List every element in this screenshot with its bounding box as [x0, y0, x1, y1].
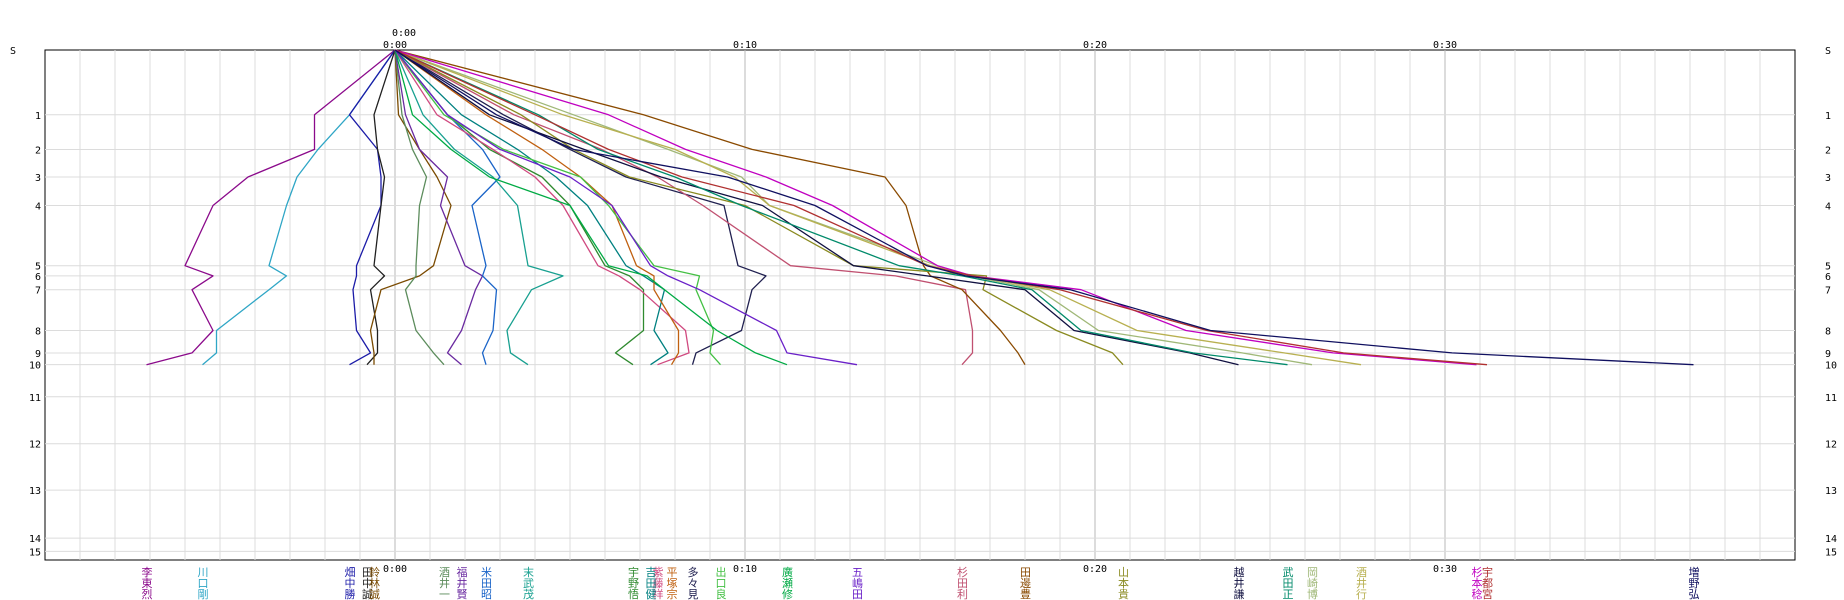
x-tick-label-top: 0:20 [1083, 40, 1107, 51]
series-label: 杉本稔 [1470, 565, 1483, 600]
y-tick-label-right: 10 [1825, 361, 1837, 372]
series-line [394, 49, 690, 366]
series-line [394, 49, 788, 366]
y-tick-label-left: 4 [35, 202, 41, 213]
series-line [394, 49, 680, 366]
x-tick-label-top: 0:30 [1433, 40, 1457, 51]
series-line [394, 49, 1488, 366]
x-tick-label-bottom: 0:30 [1433, 564, 1457, 575]
y-tick-label-left: 3 [35, 173, 41, 184]
series-label: 畑中勝 [343, 566, 356, 600]
series-line [394, 49, 564, 366]
y-tick-label-right: 7 [1825, 286, 1831, 297]
series-label: 出口良 [714, 565, 727, 600]
y-tick-label-right: 11 [1825, 393, 1837, 404]
x-axis-top-label: 0:00 [392, 28, 416, 39]
series-label: 岡崎博 [1306, 567, 1319, 600]
series-label: 宇都宮 [1481, 566, 1494, 600]
y-tick-label-right: 8 [1825, 327, 1831, 338]
y-tick-label-left: 6 [35, 272, 41, 283]
y-axis-start-label-left: S [10, 46, 16, 57]
series-label: 吉田健 [644, 566, 657, 599]
series-line [394, 49, 1026, 366]
y-tick-label-left: 10 [29, 361, 41, 372]
series-label: 米田昭 [480, 566, 493, 600]
series-line [394, 49, 1362, 366]
series-label: 杉田利 [956, 565, 969, 599]
series-line [366, 49, 396, 366]
series-label: 李東烈 [140, 565, 153, 600]
y-tick-label-left: 8 [35, 327, 41, 338]
series-line [202, 49, 396, 366]
series-line [348, 49, 396, 366]
series-label: 田中誠 [361, 567, 374, 600]
series-label: 武田正 [1281, 566, 1294, 599]
series-line [394, 49, 501, 365]
y-tick-label-right: 14 [1825, 534, 1837, 545]
series-line [394, 49, 1239, 366]
series-line [394, 49, 1313, 366]
series-line [394, 49, 1288, 366]
x-tick-label-top: 0:10 [733, 40, 757, 51]
y-tick-label-left: 14 [29, 534, 41, 545]
y-tick-label-left: 11 [29, 393, 41, 404]
y-tick-label-right: 15 [1825, 547, 1837, 558]
series-label: 福井賢 [455, 565, 468, 600]
y-tick-label-left: 12 [29, 440, 41, 451]
y-tick-label-right: 2 [1825, 145, 1831, 156]
series-label: 田邊豊 [1019, 567, 1032, 600]
series-line [394, 49, 645, 366]
legend-names: 李東烈 川口剛 畑中勝 田中誠鈴林誠 酒井一 福井賢 米田昭 末武茂 宇野悟 紫藤祥吉田健 平塚宗多… [140, 565, 1700, 600]
series-label: 宇野悟 [627, 566, 640, 600]
y-tick-label-right: 3 [1825, 173, 1831, 184]
y-tick-label-left: 5 [35, 262, 41, 273]
series-label: 多々見 [686, 565, 699, 599]
grid [45, 50, 1795, 560]
series-line [394, 49, 445, 366]
x-tick-label-top: 0:00 [383, 40, 407, 51]
series-label: 平塚宗 [665, 567, 678, 600]
series-label: 酒井行 [1355, 566, 1368, 600]
x-tick-label-bottom: 0:20 [1083, 564, 1107, 575]
series-line [146, 49, 396, 366]
y-tick-label-right: 4 [1825, 202, 1831, 213]
series-lines [146, 49, 1694, 366]
series-line [394, 49, 484, 366]
series-line [394, 49, 974, 366]
series-line [394, 49, 1124, 366]
y-tick-label-right: 6 [1825, 272, 1831, 283]
series-label: 鈴林誠 [368, 565, 381, 600]
series-line [394, 49, 858, 366]
y-tick-label-right: 9 [1825, 349, 1831, 360]
series-label: 五嶋田 [851, 567, 864, 600]
y-axis-start-label-right: S [1825, 46, 1831, 57]
series-label: 増野弘 [1687, 566, 1700, 599]
y-tick-label-right: 13 [1825, 486, 1837, 497]
series-line [369, 49, 452, 365]
y-tick-label-left: 2 [35, 145, 41, 156]
series-line [394, 49, 1477, 366]
series-label: 川口剛 [196, 567, 209, 600]
series-label: 越井謙 [1232, 565, 1245, 600]
series-line [394, 49, 669, 366]
series-label: 紫藤祥 [651, 566, 664, 599]
series-label: 廣瀬修 [781, 565, 794, 600]
y-tick-label-right: 5 [1825, 262, 1831, 273]
series-label: 末武茂 [522, 565, 535, 600]
y-tick-label-left: 9 [35, 349, 41, 360]
series-label: 山本貴 [1117, 566, 1130, 600]
y-tick-label-right: 1 [1825, 111, 1831, 122]
y-tick-label-right: 12 [1825, 440, 1837, 451]
series-label: 酒井一 [438, 566, 451, 599]
y-tick-label-left: 7 [35, 286, 41, 297]
x-axis: 0:00 0:00 0:10 0:10 0:20 0:20 0:30 0:30 [383, 40, 1457, 575]
y-tick-label-left: 15 [29, 547, 41, 558]
y-tick-label-left: 1 [35, 111, 41, 122]
x-tick-label-bottom: 0:00 [383, 564, 407, 575]
x-tick-label-bottom: 0:10 [733, 564, 757, 575]
y-tick-label-left: 13 [29, 486, 41, 497]
series-line [394, 49, 1694, 366]
